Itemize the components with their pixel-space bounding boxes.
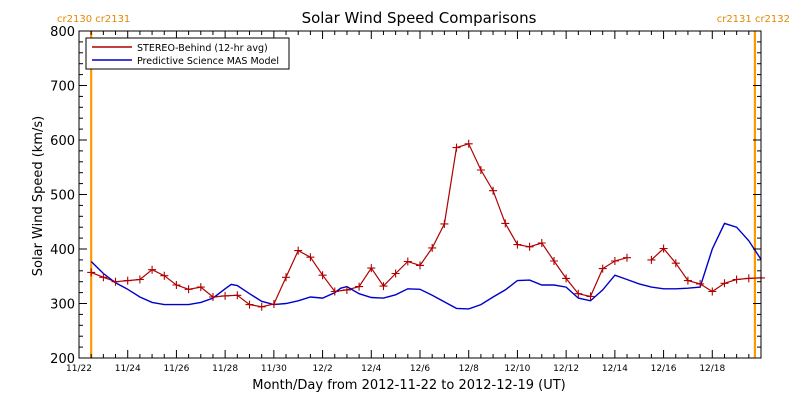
y-tick-label: 800 bbox=[50, 25, 75, 40]
data-point-marker bbox=[428, 243, 437, 252]
data-point-marker bbox=[513, 240, 522, 249]
y-tick-label: 300 bbox=[50, 298, 75, 313]
data-point-marker bbox=[416, 261, 424, 270]
data-point-marker bbox=[550, 257, 558, 265]
y-axis-label: Solar Wind Speed (km/s) bbox=[31, 116, 46, 276]
data-point-marker bbox=[696, 279, 705, 288]
data-point-marker bbox=[403, 257, 412, 266]
data-point-marker bbox=[671, 259, 680, 268]
data-point-marker bbox=[598, 264, 607, 273]
data-point-marker bbox=[233, 291, 242, 300]
data-point-marker bbox=[647, 255, 656, 264]
data-point-marker bbox=[160, 271, 169, 280]
data-point-marker bbox=[355, 282, 364, 291]
data-point-marker bbox=[440, 219, 449, 228]
chart-title: Solar Wind Speed Comparisons bbox=[302, 9, 537, 27]
stereo-behind-line bbox=[650, 247, 762, 293]
x-axis-label: Month/Day from 2012-11-22 to 2012-12-19 … bbox=[252, 378, 565, 393]
data-point-marker bbox=[306, 253, 315, 262]
carrington-marker-label: cr2130 cr2131 bbox=[57, 14, 130, 25]
data-point-marker bbox=[209, 293, 217, 301]
data-point-marker bbox=[659, 244, 668, 253]
data-point-marker bbox=[269, 300, 278, 308]
data-point-marker bbox=[87, 268, 96, 277]
y-tick-label: 600 bbox=[50, 134, 75, 149]
data-point-marker bbox=[99, 273, 108, 282]
x-tick-label: 11/24 bbox=[115, 364, 141, 374]
data-point-marker bbox=[562, 274, 571, 283]
data-point-marker bbox=[221, 291, 230, 300]
x-tick-label: 11/22 bbox=[66, 364, 92, 374]
x-tick-label: 12/2 bbox=[312, 364, 332, 374]
y-tick-label: 200 bbox=[50, 352, 75, 367]
data-point-marker bbox=[257, 302, 266, 311]
data-point-marker bbox=[744, 274, 753, 283]
data-point-marker bbox=[342, 285, 351, 294]
legend-box bbox=[85, 37, 290, 70]
y-tick-label: 400 bbox=[50, 243, 75, 258]
data-point-marker bbox=[525, 242, 534, 251]
data-point-marker bbox=[537, 239, 546, 247]
data-point-marker bbox=[683, 276, 692, 285]
x-tick-label: 12/18 bbox=[699, 364, 725, 374]
stereo-behind-line bbox=[90, 143, 628, 308]
x-tick-label: 12/4 bbox=[361, 364, 381, 374]
y-tick-label: 500 bbox=[50, 189, 75, 204]
data-point-marker bbox=[111, 277, 120, 286]
data-point-marker bbox=[732, 275, 741, 284]
x-tick-label: 12/10 bbox=[504, 364, 530, 374]
x-tick-label: 12/16 bbox=[651, 364, 677, 374]
data-point-marker bbox=[476, 166, 485, 174]
data-point-marker bbox=[245, 300, 254, 309]
data-point-marker bbox=[720, 279, 729, 288]
carrington-marker-label: cr2131 cr2132 bbox=[717, 14, 790, 25]
x-tick-label: 12/8 bbox=[459, 364, 479, 374]
legend-label: STEREO-Behind (12-hr avg) bbox=[137, 43, 268, 54]
data-point-marker bbox=[184, 285, 193, 294]
y-tick-label: 700 bbox=[50, 80, 75, 95]
x-tick-label: 11/28 bbox=[212, 364, 238, 374]
data-point-marker bbox=[379, 282, 388, 291]
data-point-marker bbox=[489, 186, 498, 195]
data-point-marker bbox=[135, 275, 144, 284]
legend: STEREO-Behind (12-hr avg) Predictive Scie… bbox=[85, 37, 290, 70]
data-point-marker bbox=[586, 292, 595, 301]
data-point-marker bbox=[148, 265, 157, 274]
data-point-marker bbox=[123, 276, 132, 285]
mas-model-line bbox=[90, 222, 762, 310]
legend-label: Predictive Science MAS Model bbox=[137, 56, 279, 67]
data-point-marker bbox=[367, 264, 376, 273]
data-point-marker bbox=[574, 289, 583, 298]
data-point-marker bbox=[318, 271, 327, 280]
x-tick-label: 12/6 bbox=[410, 364, 430, 374]
x-tick-label: 11/26 bbox=[163, 364, 189, 374]
data-point-marker bbox=[452, 143, 461, 152]
data-point-marker bbox=[708, 287, 717, 296]
data-point-marker bbox=[330, 287, 339, 296]
data-point-marker bbox=[172, 281, 181, 289]
x-tick-label: 12/14 bbox=[602, 364, 628, 374]
data-point-marker bbox=[610, 257, 619, 265]
data-point-marker bbox=[282, 273, 290, 282]
data-point-marker bbox=[501, 219, 510, 228]
x-tick-label: 11/30 bbox=[261, 364, 287, 374]
plot-frame bbox=[78, 30, 762, 359]
data-point-marker bbox=[294, 246, 303, 255]
x-tick-label: 12/12 bbox=[553, 364, 579, 374]
data-point-marker bbox=[391, 269, 400, 278]
data-point-marker bbox=[464, 139, 473, 148]
data-point-marker bbox=[623, 253, 631, 262]
data-point-marker bbox=[196, 283, 205, 292]
